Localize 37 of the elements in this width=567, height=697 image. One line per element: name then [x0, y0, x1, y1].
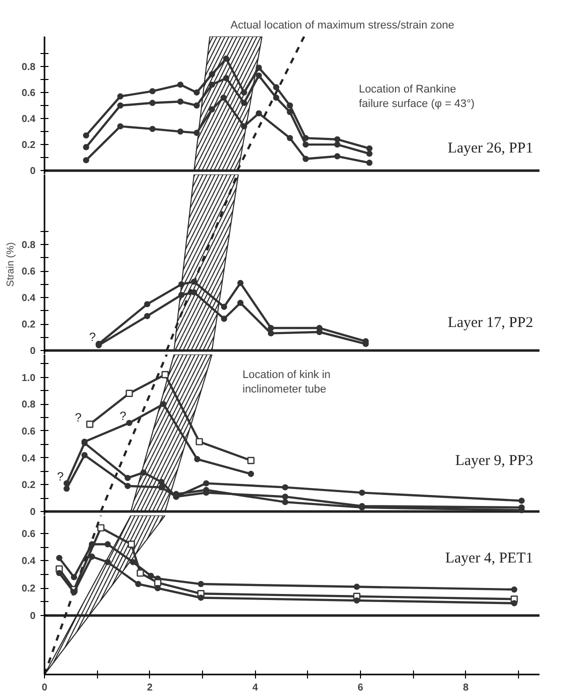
annotation: ?	[120, 408, 127, 423]
y-tick-label: 0.8	[22, 400, 36, 411]
y-tick-label: 0.2	[22, 320, 36, 331]
x-tick-label: 4	[252, 682, 258, 694]
y-tick-label: 0.2	[22, 480, 36, 492]
y-tick-label: 0.4	[22, 556, 36, 568]
y-tick-label: 0.6	[22, 266, 36, 278]
y-tick-label: 0.6	[22, 88, 36, 99]
y-tick-label: 0	[30, 166, 36, 178]
y-axis-title: Strain (%)	[6, 242, 17, 287]
y-tick-label: 0.2	[22, 584, 36, 595]
annotation: ?	[74, 410, 82, 424]
y-tick-label: 0.4	[22, 293, 36, 304]
text: Layer 4, PET1	[445, 550, 534, 566]
y-tick-label: 0	[30, 611, 36, 622]
annotation: Location of Rankine failure surface (φ = 43°)	[358, 83, 475, 110]
x-tick-label: 8	[462, 682, 469, 694]
annotation: ?	[89, 330, 96, 344]
y-tick-label: 0	[30, 506, 36, 518]
annotation: Location of kink in inclinometer tube	[242, 368, 331, 396]
y-tick-label: 0.6	[22, 426, 36, 438]
y-tick-label: 0.4	[22, 114, 36, 126]
x-tick-label: 6	[358, 682, 364, 694]
y-tick-label: 0.4	[22, 453, 36, 464]
text: Layer 9, PP3	[455, 452, 534, 469]
y-tick-label: 0	[30, 346, 36, 358]
y-tick-label: 0.8	[22, 240, 36, 252]
x-tick-label: 0	[42, 682, 48, 694]
text: Actual location of maximum stress/strain zone	[230, 20, 454, 32]
y-tick-label: 0.2	[22, 140, 36, 152]
y-tick-label: 0.8	[22, 62, 36, 73]
x-tick-label: 2	[147, 682, 154, 694]
text: Layer 26, PP1	[448, 140, 534, 157]
annotation: ?	[56, 469, 64, 484]
y-tick-label: 0.6	[22, 528, 36, 540]
y-tick-label: 1.0	[22, 372, 36, 384]
text: Layer 17, PP2	[448, 315, 534, 332]
